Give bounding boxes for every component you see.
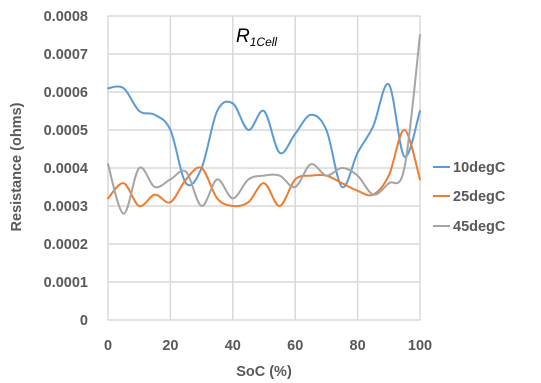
legend-label: 25degC <box>453 189 506 205</box>
y-tick-label: 0 <box>80 313 88 329</box>
y-tick-label: 0.0007 <box>44 47 88 63</box>
chart-title-subscript: 1Cell <box>250 35 278 49</box>
legend-label: 10degC <box>453 160 506 176</box>
y-tick-label: 0.0002 <box>44 237 88 253</box>
y-tick-label: 0.0008 <box>44 9 88 25</box>
x-axis-label: SoC (%) <box>236 364 292 380</box>
grid <box>107 15 421 321</box>
chart-title: R1Cell <box>236 26 277 49</box>
x-tick-labels: 0 20 40 60 80 100 <box>104 338 432 354</box>
x-tick-label: 40 <box>225 338 241 354</box>
y-tick-label: 0.0003 <box>44 199 88 215</box>
x-tick-label: 100 <box>408 338 432 354</box>
y-tick-labels: 0 0.0001 0.0002 0.0003 0.0004 0.0005 0.0006 0.0… <box>44 9 88 329</box>
series-line-45degC <box>107 34 421 215</box>
x-tick-label: 0 <box>104 338 112 354</box>
series-line-10degC <box>107 83 421 189</box>
x-tick-label: 60 <box>287 338 303 354</box>
legend-label: 45degC <box>453 219 506 235</box>
y-tick-label: 0.0001 <box>44 275 88 291</box>
series-layer <box>107 34 421 215</box>
y-tick-label: 0.0006 <box>44 85 88 101</box>
y-tick-label: 0.0004 <box>44 161 88 177</box>
x-tick-label: 80 <box>350 338 366 354</box>
series-line-25degC <box>107 128 421 208</box>
chart-title-main: R <box>236 26 250 47</box>
legend: 10degC 25degC 45degC <box>433 160 506 235</box>
y-tick-label: 0.0005 <box>44 123 88 139</box>
x-tick-label: 20 <box>162 338 178 354</box>
y-axis-label: Resistance (ohms) <box>9 102 25 231</box>
